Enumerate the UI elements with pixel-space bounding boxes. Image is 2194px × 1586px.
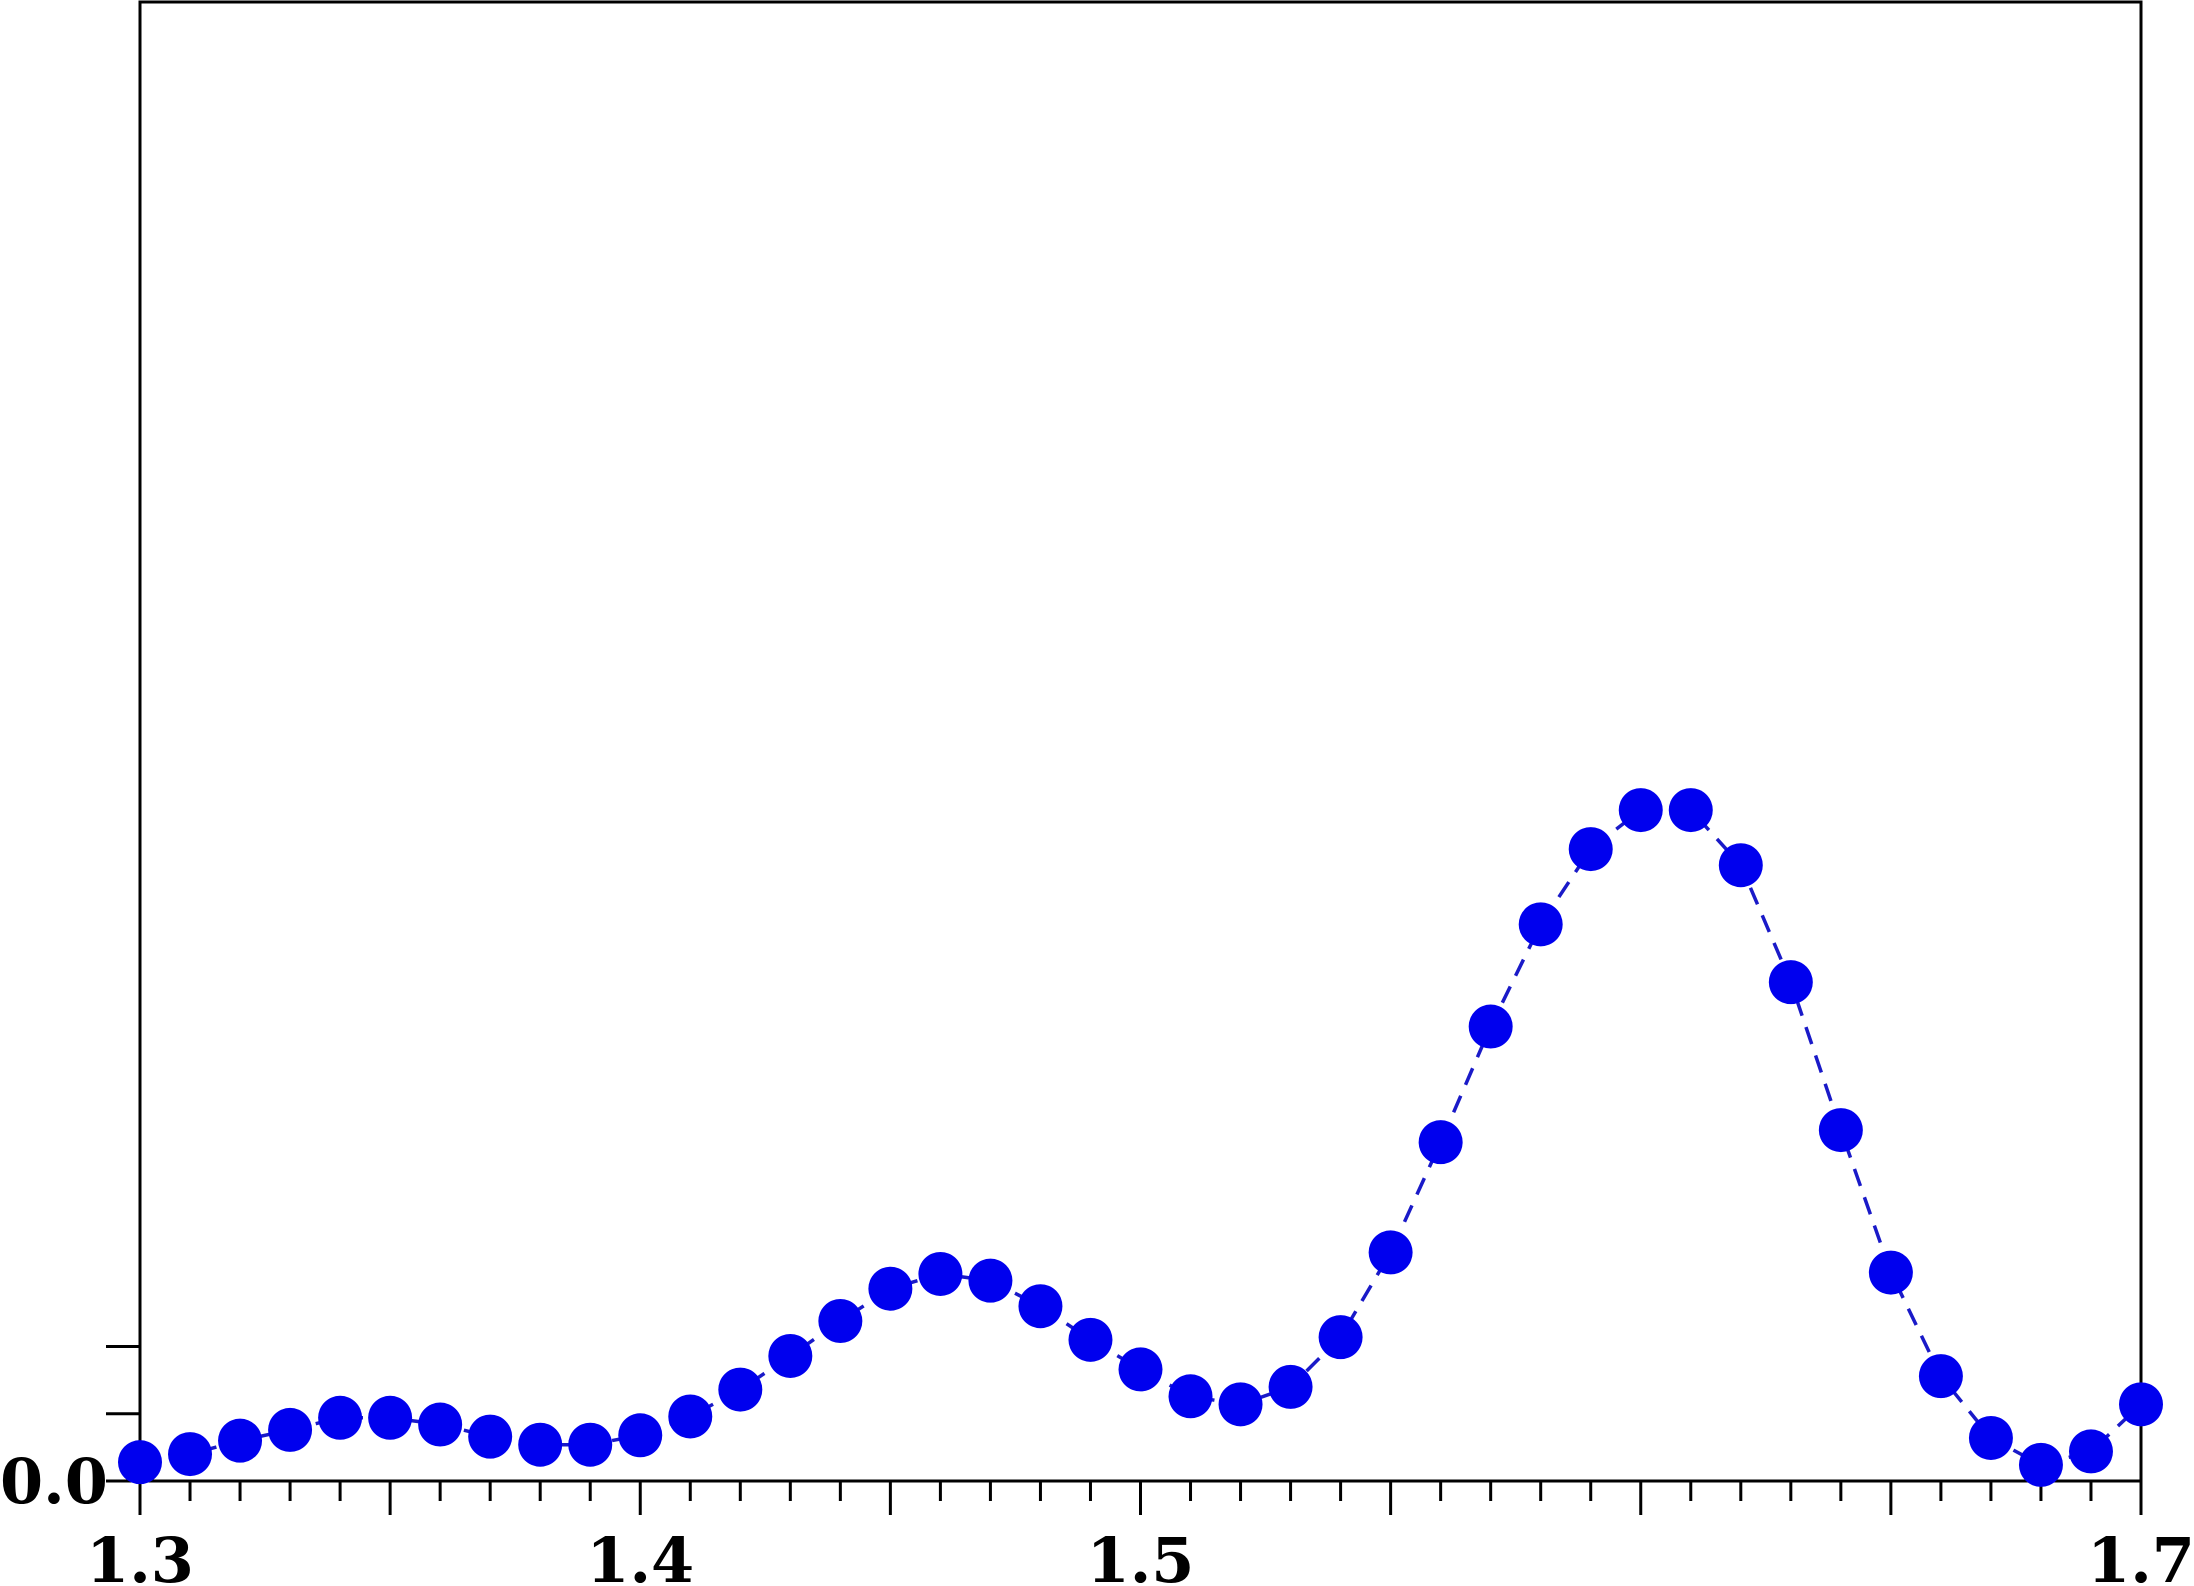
- data-point: [2119, 1382, 2163, 1427]
- data-point: [418, 1402, 463, 1447]
- data-point: [1668, 788, 1713, 833]
- data-point: [1468, 1004, 1513, 1049]
- data-point: [2018, 1442, 2063, 1487]
- data-point: [768, 1333, 813, 1378]
- data-point: [168, 1432, 213, 1477]
- data-point: [1618, 788, 1663, 833]
- data-point: [1818, 1108, 1863, 1153]
- x-tick-label: 1.3: [86, 1524, 194, 1586]
- data-point: [2068, 1429, 2113, 1474]
- data-point: [1168, 1374, 1213, 1419]
- data-point: [118, 1440, 162, 1485]
- data-point: [568, 1422, 613, 1467]
- data-point: [1868, 1250, 1913, 1295]
- data-point: [1368, 1230, 1413, 1275]
- data-point: [1268, 1364, 1313, 1409]
- data-point: [618, 1413, 663, 1458]
- data-point: [468, 1414, 513, 1459]
- data-point: [1918, 1354, 1963, 1399]
- data-point: [818, 1298, 863, 1343]
- data-point: [1068, 1317, 1113, 1362]
- data-point: [968, 1258, 1013, 1303]
- data-point: [718, 1367, 763, 1412]
- data-point: [518, 1422, 563, 1467]
- data-point: [918, 1251, 963, 1296]
- plot-frame: [138, 0, 2143, 1483]
- data-point: [268, 1407, 313, 1452]
- data-point: [1968, 1415, 2013, 1460]
- data-point: [668, 1394, 713, 1439]
- data-point: [318, 1395, 363, 1440]
- data-point: [1018, 1284, 1063, 1329]
- data-point: [1118, 1347, 1163, 1392]
- series-points: [118, 788, 2163, 1487]
- axis-ticks: [106, 1345, 2143, 1515]
- data-point: [1718, 843, 1763, 888]
- data-point: [368, 1395, 413, 1440]
- data-point: [1218, 1382, 1263, 1427]
- x-tick-label: 1.4: [586, 1524, 694, 1586]
- data-point: [1518, 902, 1563, 947]
- data-point: [1568, 827, 1613, 872]
- x-tick-label: 1.5: [1087, 1524, 1195, 1586]
- data-point: [1318, 1315, 1363, 1360]
- axis-tick-labels: 1.3 1.4 1.5 1.7 0.0: [0, 1445, 2194, 1586]
- data-point: [1768, 960, 1813, 1005]
- data-point: [1418, 1120, 1463, 1165]
- data-point: [218, 1418, 263, 1463]
- x-tick-label: 1.7: [2087, 1524, 2194, 1586]
- y-tick-label: 0.0: [0, 1445, 108, 1518]
- data-point: [868, 1266, 913, 1311]
